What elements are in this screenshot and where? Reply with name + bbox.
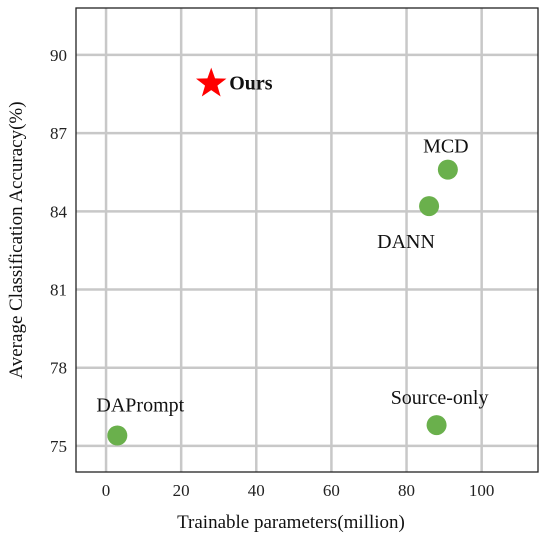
- x-tick-label: 100: [469, 481, 495, 500]
- label-dann: DANN: [377, 231, 435, 253]
- x-tick-label: 40: [248, 481, 265, 500]
- point-daprompt: [107, 425, 128, 446]
- x-tick-label: 0: [102, 481, 111, 500]
- x-tick-label: 80: [398, 481, 415, 500]
- x-tick-label: 20: [173, 481, 190, 500]
- y-axis-title: Average Classification Accuracy(%): [6, 101, 27, 378]
- y-tick-labels: 75 78 81 84 87 90: [50, 46, 68, 456]
- label-source-only: Source-only: [391, 387, 489, 409]
- x-axis-title: Trainable parameters(million): [177, 512, 405, 533]
- point-mcd: [437, 159, 458, 180]
- x-tick-labels: 0 20 40 60 80 100: [102, 481, 495, 500]
- label-daprompt: DAPrompt: [96, 395, 184, 417]
- data-points: [107, 67, 458, 446]
- label-mcd: MCD: [423, 136, 469, 158]
- x-tick-label: 60: [323, 481, 340, 500]
- plot-frame: [75, 7, 539, 473]
- point-dann: [419, 196, 440, 217]
- point-labels: Ours MCD DANN DAPrompt Source-only: [96, 73, 488, 417]
- y-tick-label: 90: [50, 46, 67, 65]
- y-tick-label: 87: [50, 124, 68, 143]
- y-tick-label: 81: [50, 281, 67, 300]
- point-source-only: [426, 415, 447, 436]
- y-tick-label: 84: [50, 202, 68, 221]
- y-tick-label: 75: [50, 437, 67, 456]
- label-ours: Ours: [229, 73, 273, 95]
- y-tick-label: 78: [50, 359, 67, 378]
- point-ours-star: [196, 67, 227, 97]
- grid-lines: [76, 8, 538, 472]
